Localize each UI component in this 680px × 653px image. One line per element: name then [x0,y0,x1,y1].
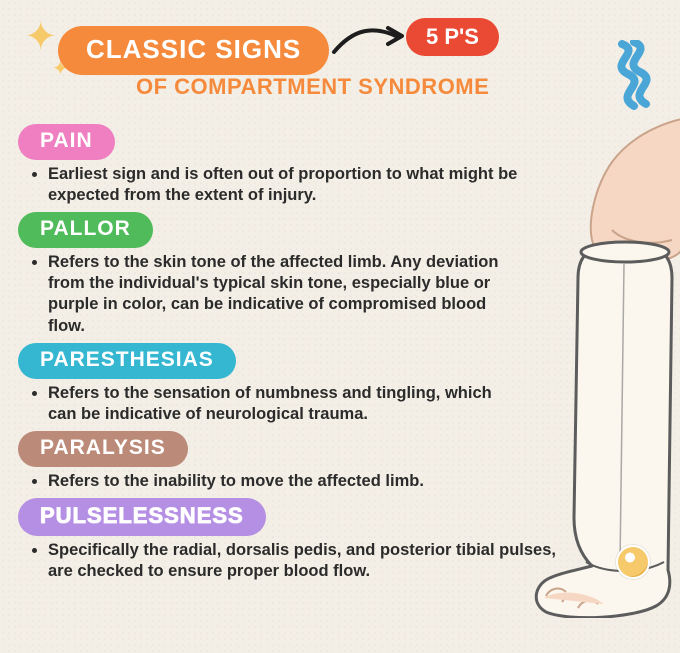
bullets-paralysis: Refers to the inability to move the affe… [18,471,518,492]
bullet: Specifically the radial, dorsalis pedis,… [48,540,558,582]
title-pill: CLASSIC SIGNS [58,26,329,75]
header: ✦ ✦ CLASSIC SIGNS 5 P'S OF COMPARTMENT S… [18,14,662,124]
section-pain: PAIN Earliest sign and is often out of pr… [18,124,558,206]
sections-list: PAIN Earliest sign and is often out of pr… [18,124,662,582]
squiggle-icon [614,40,652,110]
sticker-icon [616,545,650,579]
section-pulselessness: PULSELESSNESS Specifically the radial, do… [18,498,558,582]
pill-pain: PAIN [18,124,115,160]
pill-paralysis: PARALYSIS [18,431,188,467]
bullets-pallor: Refers to the skin tone of the affected … [18,252,518,336]
pill-pulselessness: PULSELESSNESS [18,498,266,536]
pill-paresthesias: PARESTHESIAS [18,343,236,379]
sparkle-icon: ✦ [24,14,58,60]
infographic-canvas: ✦ ✦ CLASSIC SIGNS 5 P'S OF COMPARTMENT S… [0,0,680,653]
bullets-paresthesias: Refers to the sensation of numbness and … [18,383,518,425]
bullets-pulselessness: Specifically the radial, dorsalis pedis,… [18,540,558,582]
section-pallor: PALLOR Refers to the skin tone of the aff… [18,212,558,336]
pill-pallor: PALLOR [18,212,153,248]
arrow-icon [330,22,410,58]
bullets-pain: Earliest sign and is often out of propor… [18,164,518,206]
five-ps-badge: 5 P'S [406,18,499,56]
bullet: Refers to the skin tone of the affected … [48,252,518,336]
section-paresthesias: PARESTHESIAS Refers to the sensation of n… [18,343,558,425]
bullet: Earliest sign and is often out of propor… [48,164,518,206]
subtitle: OF COMPARTMENT SYNDROME [136,74,489,100]
section-paralysis: PARALYSIS Refers to the inability to move… [18,431,558,492]
bullet: Refers to the inability to move the affe… [48,471,518,492]
bullet: Refers to the sensation of numbness and … [48,383,518,425]
